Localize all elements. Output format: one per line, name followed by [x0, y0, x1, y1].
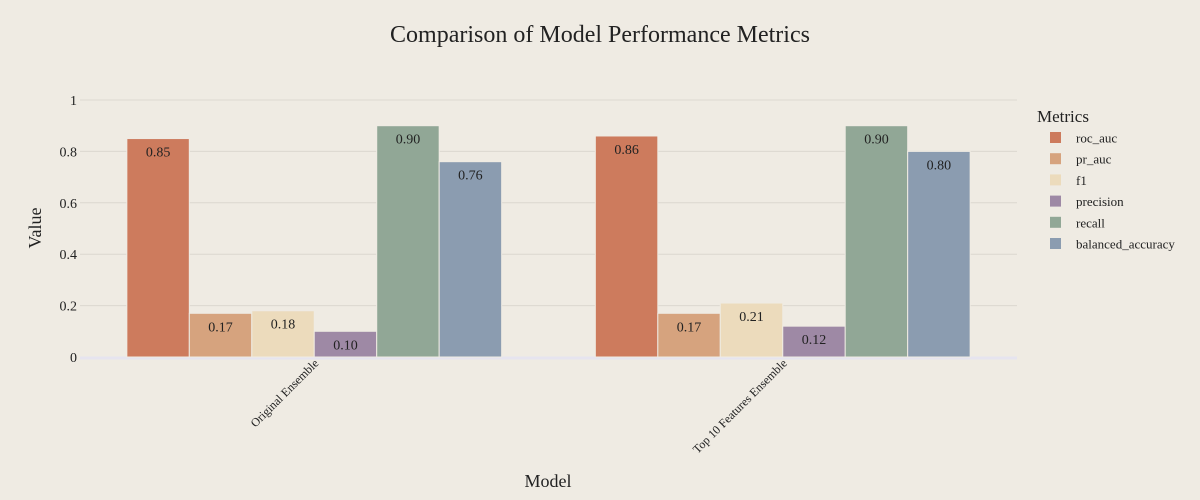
- data-label: 0.80: [927, 158, 952, 173]
- bar-f1-1: [719, 302, 784, 358]
- x-axis-title: Model: [525, 471, 572, 491]
- legend-items: roc_auc pr_auc f1 precision recall balanced_a…: [1050, 131, 1175, 252]
- data-label: 0.90: [396, 133, 421, 148]
- x-tick-label: Top 10 Features Ensemble: [690, 356, 790, 456]
- data-label: 0.90: [864, 133, 889, 148]
- chart-title: Comparison of Model Performance Metrics: [390, 22, 810, 48]
- data-label: 0.18: [271, 318, 296, 333]
- bar-balanced_accuracy-0: [438, 161, 503, 358]
- legend-swatch-balanced_accuracy: [1050, 238, 1061, 249]
- legend: Metrics roc_auc pr_auc f1 precision recall ba…: [1037, 107, 1175, 252]
- data-label: 0.85: [146, 146, 171, 161]
- legend-label-recall: recall: [1076, 215, 1105, 230]
- bar-balanced_accuracy-1: [907, 150, 971, 358]
- legend-label-pr_auc: pr_auc: [1076, 152, 1112, 167]
- data-label: 0.21: [739, 310, 764, 325]
- y-tick-label: 0.2: [60, 300, 78, 315]
- bar-pr_auc-1: [657, 312, 721, 358]
- legend-label-precision: precision: [1076, 194, 1124, 209]
- data-label: 0.12: [802, 333, 827, 348]
- legend-swatch-roc_auc: [1050, 132, 1061, 143]
- y-tick-label: 1: [70, 94, 77, 109]
- grid-layer: [80, 99, 1017, 360]
- y-axis-title: Value: [25, 207, 45, 248]
- y-tick-label: 0: [70, 351, 77, 366]
- y-tick-label: 0.4: [60, 248, 78, 263]
- bar-recall-1: [844, 125, 909, 358]
- legend-title: Metrics: [1037, 107, 1089, 126]
- y-tick-label: 0.6: [60, 197, 78, 212]
- data-label: 0.17: [677, 320, 702, 335]
- data-labels-layer: 0.85 0.17 0.18 0.10 0.90 0.76 0.86 0.17 0.21 0.12…: [146, 133, 951, 354]
- legend-swatch-recall: [1050, 216, 1061, 228]
- data-label: 0.17: [208, 320, 233, 335]
- bars-layer: [126, 125, 971, 358]
- bar-roc_auc-1: [594, 135, 659, 358]
- bar-recall-0: [376, 125, 440, 358]
- legend-swatch-f1: [1050, 174, 1061, 186]
- bar-pr_auc-0: [188, 312, 253, 358]
- y-tick-label: 0.8: [60, 145, 78, 160]
- legend-swatch-precision: [1050, 195, 1061, 207]
- bar-roc_auc-0: [126, 138, 190, 358]
- data-label: 0.86: [614, 143, 639, 158]
- bar-precision-1: [782, 325, 846, 358]
- data-label: 0.10: [333, 338, 358, 353]
- data-label: 0.76: [458, 169, 483, 184]
- x-tick-label: Original Ensemble: [248, 356, 322, 430]
- legend-swatch-pr_auc: [1050, 153, 1061, 165]
- legend-label-balanced_accuracy: balanced_accuracy: [1076, 237, 1175, 252]
- legend-label-f1: f1: [1076, 173, 1087, 188]
- legend-label-roc_auc: roc_auc: [1076, 131, 1117, 146]
